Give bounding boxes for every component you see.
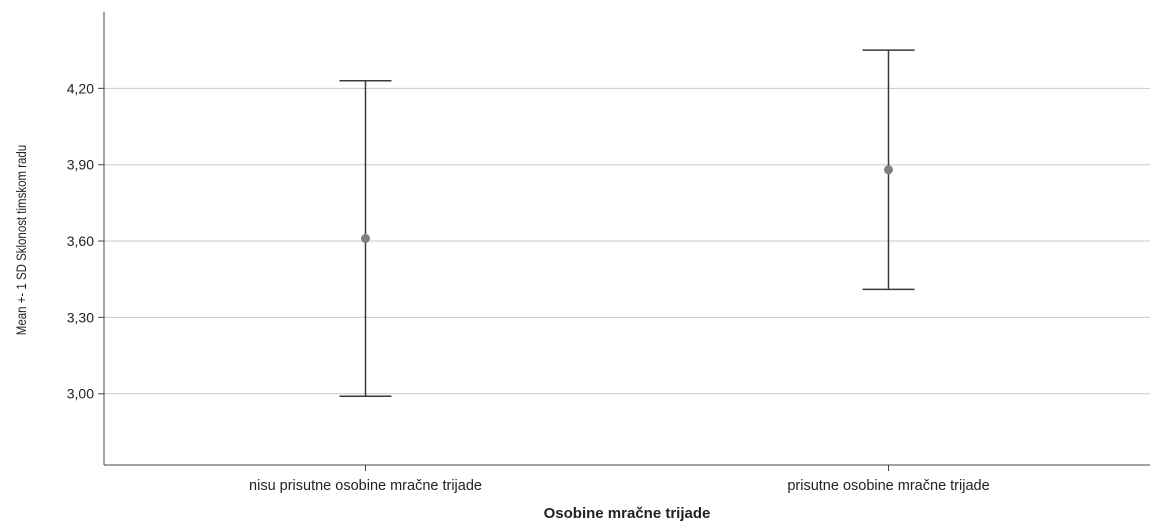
y-tick-label: 3,30 [67,309,94,325]
error-bars [339,49,915,398]
x-axis-title: Osobine mračne trijade [544,505,711,522]
y-tick-label: 3,60 [67,233,94,249]
y-axis-title: Mean +- 1 SD Sklonost timskom radu [13,145,29,335]
y-tick-label: 3,90 [67,157,94,173]
y-tick-label: 4,20 [67,80,94,96]
y-axis-ticks: 3,00 3,30 3,60 3,90 4,20 [67,80,94,401]
x-category-label: prisutne osobine mračne trijade [787,478,989,494]
y-tick-label: 3,00 [67,386,94,402]
x-axis-categories: nisu prisutne osobine mračne trijade pris… [249,478,990,494]
x-category-label: nisu prisutne osobine mračne trijade [249,478,482,494]
mean-point [884,165,893,175]
mean-point [361,234,370,243]
axes [98,12,1150,471]
gridlines [104,87,1150,395]
